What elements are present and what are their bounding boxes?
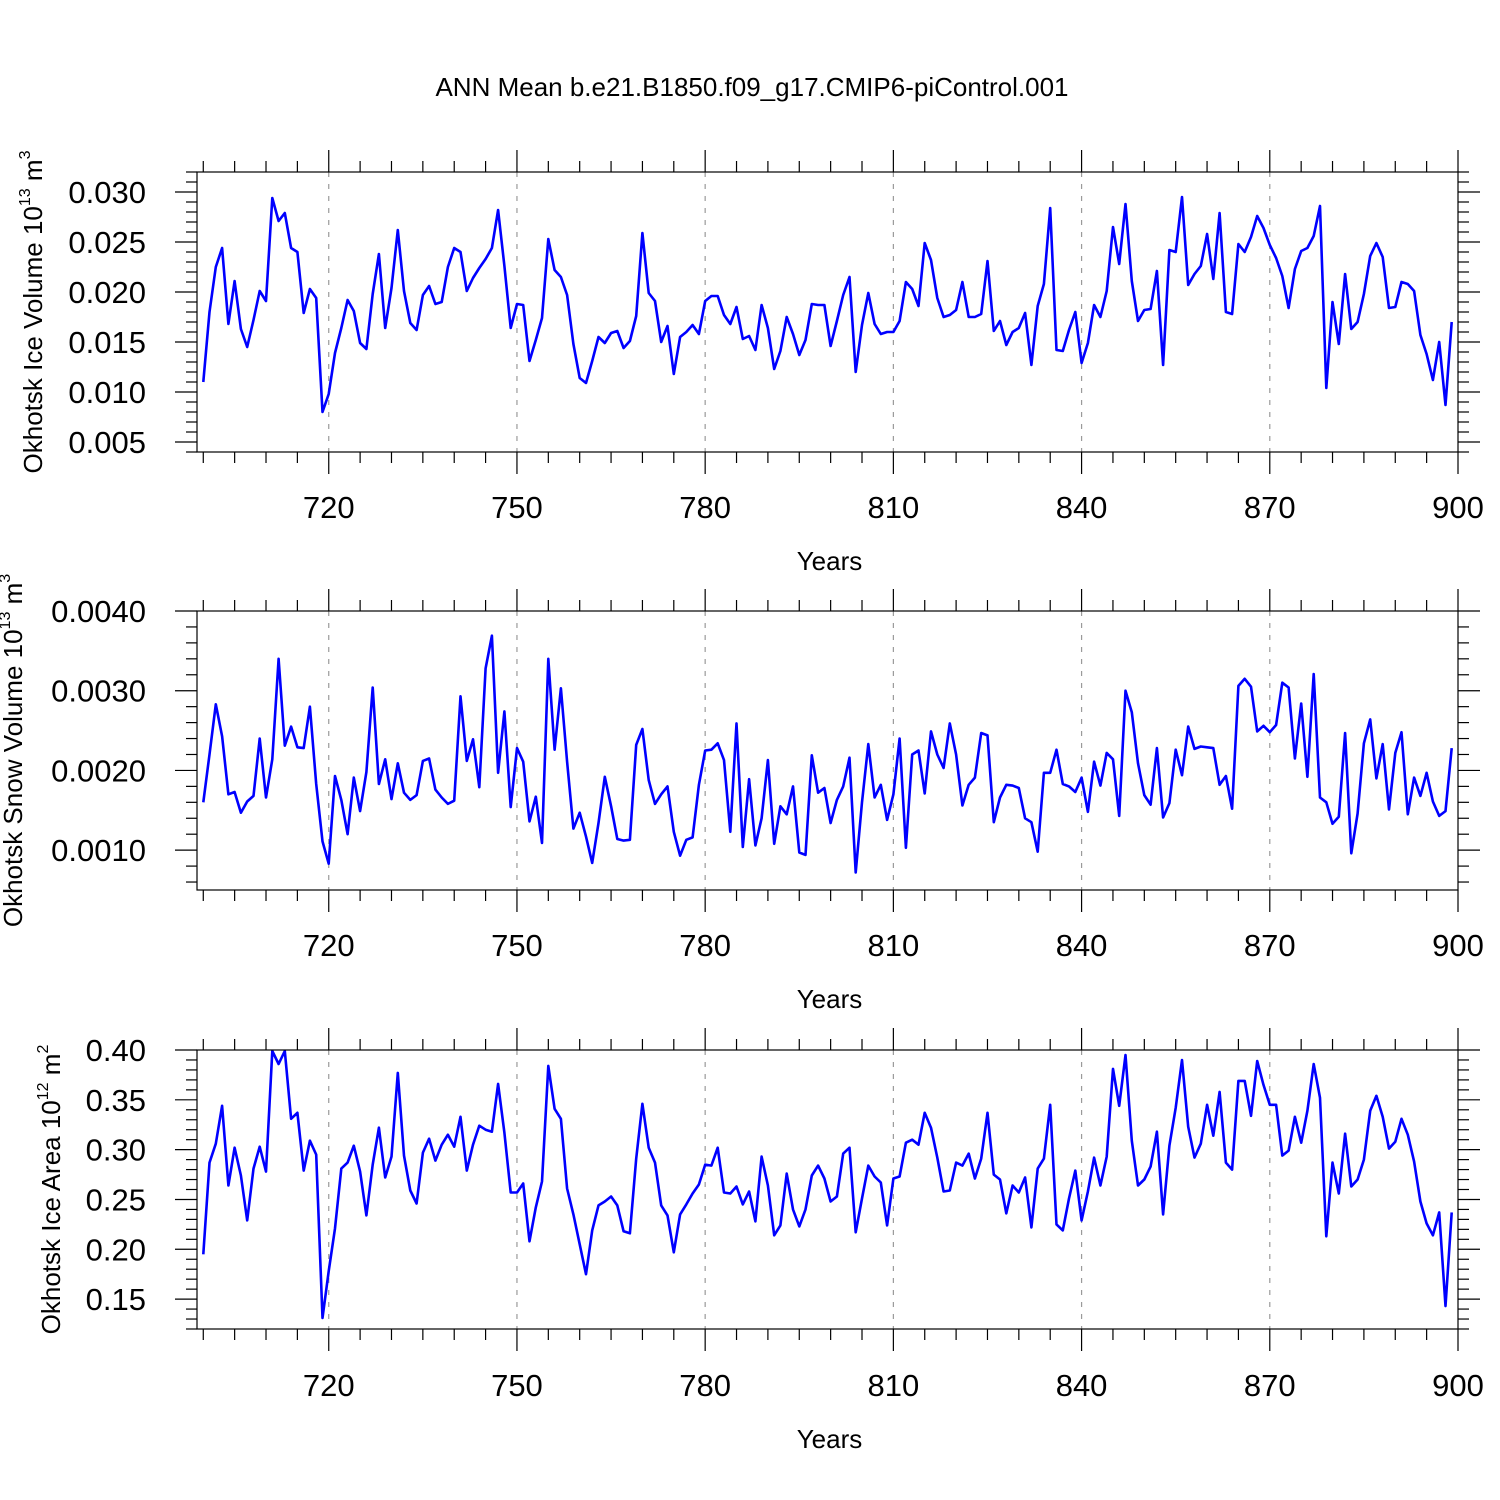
x-tick-label: 840 <box>1056 1368 1108 1403</box>
y-axis-title-unit-exp: 2 <box>35 1045 52 1054</box>
x-tick-label: 810 <box>868 1368 920 1403</box>
panel-3: 720 750 780 810 840 870 900 0.15 0.20 0.25 0.30 0.3… <box>35 1028 1484 1454</box>
y-tick-label: 0.0010 <box>51 833 146 868</box>
plot-frame <box>196 171 1459 453</box>
y-axis-title-unit-exp: 3 <box>0 574 14 583</box>
y-axis-title-unit: m <box>0 583 28 612</box>
y-tick-label: 0.30 <box>86 1133 146 1168</box>
x-tick-label: 870 <box>1244 928 1296 963</box>
y-axis-title-main: Okhotsk Ice Volume 10 <box>18 206 48 473</box>
x-axis-title: Years <box>797 546 863 576</box>
x-tick-label: 780 <box>679 928 731 963</box>
x-tick-label: 720 <box>303 1368 355 1403</box>
x-tick-label: 900 <box>1432 928 1484 963</box>
series-line <box>202 1049 1453 1320</box>
x-tick-label: 720 <box>303 490 355 525</box>
panels: 720 750 780 810 840 870 900 0.005 0.010 0.015 0.02… <box>0 150 1484 1454</box>
y-tick-label: 0.0020 <box>51 753 146 788</box>
x-tick-label: 720 <box>303 928 355 963</box>
y-tick-label: 0.15 <box>86 1282 146 1317</box>
x-tick-label: 780 <box>679 1368 731 1403</box>
chart-title: ANN Mean b.e21.B1850.f09_g17.CMIP6-piCon… <box>435 72 1068 102</box>
y-tick-label: 0.025 <box>68 225 146 260</box>
x-tick-label: 750 <box>491 1368 543 1403</box>
y-tick-label: 0.0040 <box>51 594 146 629</box>
y-axis-title: Okhotsk Snow Volume 1013 m3 <box>0 574 28 927</box>
y-axis-title-main: Okhotsk Ice Area 10 <box>36 1100 66 1334</box>
plot-frame <box>196 1049 1459 1330</box>
x-axis-title: Years <box>797 1424 863 1454</box>
y-tick-label: 0.005 <box>68 425 146 460</box>
y-tick-label: 0.0030 <box>51 674 146 709</box>
y-tick-label: 0.20 <box>86 1232 146 1267</box>
x-tick-label: 870 <box>1244 490 1296 525</box>
x-tick-label: 870 <box>1244 1368 1296 1403</box>
x-tick-label: 900 <box>1432 1368 1484 1403</box>
y-tick-label: 0.020 <box>68 275 146 310</box>
y-tick-label: 0.25 <box>86 1182 146 1217</box>
y-axis-title: Okhotsk Ice Area 1012 m2 <box>35 1045 66 1335</box>
y-axis-title-unit: m <box>36 1054 66 1083</box>
x-tick-label: 840 <box>1056 490 1108 525</box>
series-line <box>202 634 1453 874</box>
panel-1: 720 750 780 810 840 870 900 0.005 0.010 0.015 0.02… <box>17 150 1484 576</box>
x-tick-label: 810 <box>868 928 920 963</box>
y-tick-label: 0.030 <box>68 175 146 210</box>
x-axis-title: Years <box>797 984 863 1014</box>
y-tick-label: 0.010 <box>68 375 146 410</box>
y-axis-title-unit-exp: 3 <box>17 150 34 159</box>
y-axis-title-exp: 13 <box>17 188 34 206</box>
y-tick-label: 0.015 <box>68 325 146 360</box>
y-tick-label: 0.40 <box>86 1033 146 1068</box>
series-line <box>202 195 1453 414</box>
y-axis-title: Okhotsk Ice Volume 1013 m3 <box>17 150 48 473</box>
y-tick-label: 0.35 <box>86 1083 146 1118</box>
x-tick-label: 780 <box>679 490 731 525</box>
plot-frame <box>196 610 1459 891</box>
y-axis-title-exp: 13 <box>0 612 14 630</box>
y-axis-title-main: Okhotsk Snow Volume 10 <box>0 629 28 927</box>
y-axis-title-unit: m <box>18 159 48 188</box>
panel-2: 720 750 780 810 840 870 900 0.0010 0.0020 0.0030 0… <box>0 574 1484 1014</box>
y-axis-title-exp: 12 <box>35 1082 52 1100</box>
x-tick-label: 810 <box>868 490 920 525</box>
x-tick-label: 750 <box>491 928 543 963</box>
x-tick-label: 840 <box>1056 928 1108 963</box>
x-tick-label: 900 <box>1432 490 1484 525</box>
x-tick-label: 750 <box>491 490 543 525</box>
